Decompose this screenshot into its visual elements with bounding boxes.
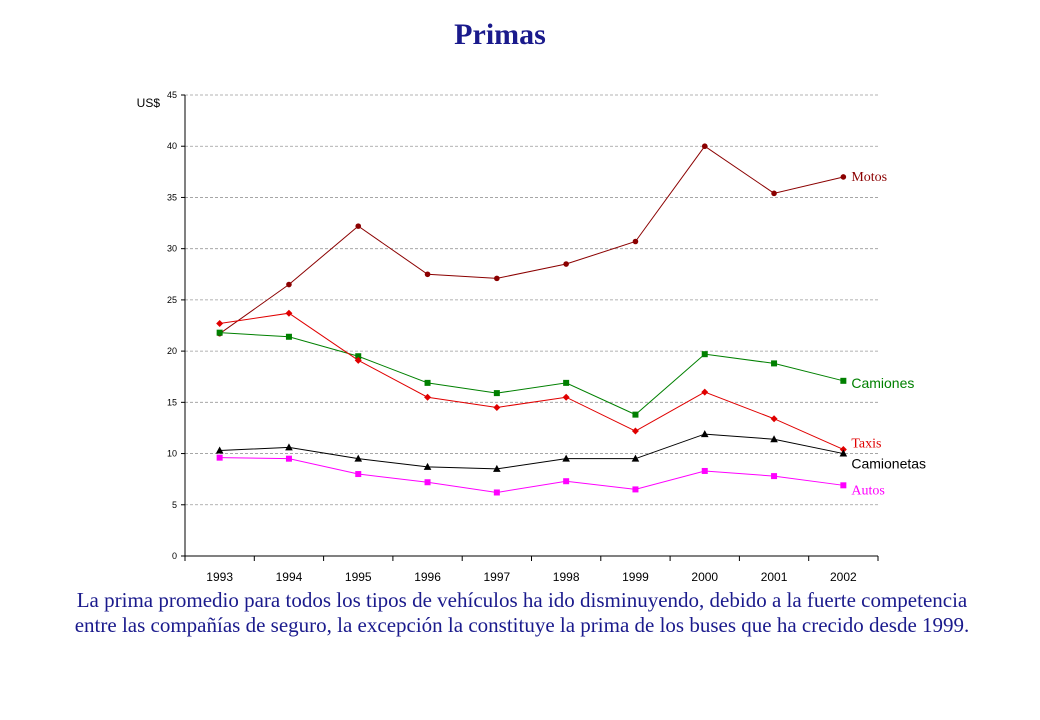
data-point (285, 333, 292, 340)
series-camionetas (215, 430, 848, 472)
y-tick-label: 30 (167, 244, 177, 254)
series-taxis (216, 309, 847, 453)
series-motos (216, 143, 847, 337)
x-tick-label: 1999 (622, 570, 649, 584)
data-point (840, 482, 847, 489)
data-point (701, 467, 708, 474)
y-tick-label: 45 (167, 90, 177, 100)
y-tick-label: 15 (167, 397, 177, 407)
y-tick-label: 40 (167, 141, 177, 151)
data-point (424, 479, 431, 486)
data-point (840, 174, 847, 180)
series-label-motos: Motos (851, 170, 887, 185)
series-label-autos: Autos (851, 483, 884, 498)
chart-title: Primas (454, 18, 546, 51)
data-point (563, 379, 570, 386)
data-point (771, 360, 778, 367)
gridlines (185, 94, 878, 506)
series-labels: Motos Camiones Taxis Camionetas Autos (851, 170, 926, 498)
data-point (562, 454, 570, 462)
data-point (355, 223, 362, 229)
y-tick-label: 5 (172, 500, 177, 510)
data-point (494, 275, 500, 282)
series-line (219, 457, 844, 493)
data-point (216, 319, 224, 327)
data-point (285, 443, 293, 451)
data-point (424, 271, 431, 278)
data-point (839, 449, 848, 457)
x-tick-label: 1995 (345, 570, 372, 584)
data-point (839, 445, 847, 453)
x-tick-labels: 1993 1994 1995 1996 1997 1998 1999 2000 2001 2002 (206, 570, 857, 584)
data-point (285, 455, 292, 462)
y-tick-labels: 0 5 10 15 20 25 30 35 40 45 (167, 90, 177, 561)
y-tick-label: 10 (167, 449, 177, 459)
data-point (631, 427, 639, 435)
data-point (285, 309, 293, 317)
x-tick-label: 2000 (691, 570, 718, 584)
y-tick-label: 35 (167, 192, 177, 202)
axes (181, 94, 879, 561)
data-point (770, 415, 778, 423)
series-line (219, 433, 844, 470)
data-point (423, 462, 432, 470)
y-axis-label: US$ (137, 96, 161, 110)
data-point (216, 329, 223, 336)
series-label-taxis: Taxis (851, 436, 881, 451)
y-tick-label: 20 (167, 346, 177, 356)
data-point (354, 356, 362, 364)
data-point (700, 430, 709, 438)
data-point (286, 281, 292, 288)
series-label-camiones: Camiones (851, 375, 914, 391)
caption-text: La prima promedio para todos los tipos d… (74, 588, 970, 637)
data-point (632, 238, 639, 245)
series-label-camionetas: Camionetas (851, 456, 926, 472)
series-autos (216, 454, 847, 496)
data-point (493, 390, 500, 397)
data-point (771, 190, 777, 197)
data-point (562, 393, 570, 401)
data-point (493, 489, 500, 496)
data-point (563, 261, 569, 267)
data-point (840, 377, 847, 384)
series-line (219, 332, 844, 416)
data-point (493, 464, 501, 472)
data-point (701, 143, 708, 150)
data-point (424, 393, 432, 401)
series-group (215, 143, 848, 496)
series-line (219, 312, 844, 450)
data-point (632, 411, 639, 418)
data-point (355, 471, 362, 478)
data-point (770, 435, 778, 443)
data-point (631, 454, 640, 462)
x-tick-label: 1994 (276, 570, 303, 584)
series-camiones (216, 329, 847, 418)
data-point (632, 486, 639, 493)
data-point (215, 446, 224, 454)
data-point (701, 388, 709, 396)
x-tick-label: 1993 (206, 570, 233, 584)
x-tick-label: 2002 (830, 570, 857, 584)
data-point (216, 454, 223, 461)
data-point (771, 473, 778, 480)
x-tick-label: 2001 (761, 570, 788, 584)
x-tick-label: 1997 (483, 570, 510, 584)
series-line (219, 145, 844, 335)
x-tick-label: 1998 (553, 570, 580, 584)
data-point (355, 353, 362, 360)
data-point (493, 403, 501, 411)
data-point (701, 351, 708, 358)
y-tick-label: 25 (167, 295, 177, 305)
y-tick-label: 0 (172, 551, 177, 561)
data-point (563, 478, 570, 485)
x-tick-label: 1996 (414, 570, 441, 584)
data-point (424, 379, 431, 386)
data-point (354, 454, 363, 462)
